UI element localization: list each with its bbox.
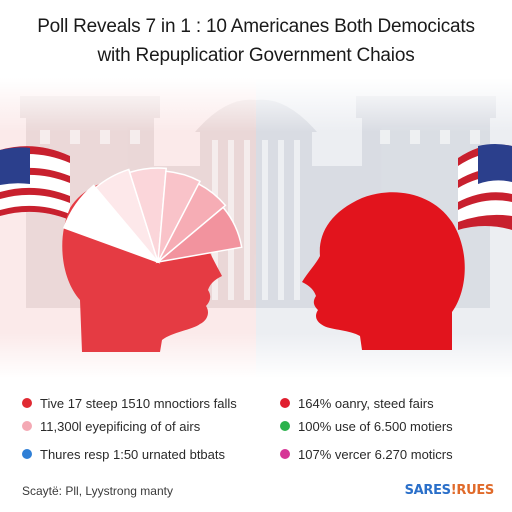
legend-item-1: Tive 17 steep 1510 mnoctiors falls: [22, 395, 237, 411]
legend-label-6: 107% vercer 6.270 moticrs: [298, 446, 453, 462]
legend-item-6: 107% vercer 6.270 moticrs: [280, 446, 453, 462]
pie-slice-6: [155, 206, 243, 264]
legend-item-4: 164% oanry, steed fairs: [280, 395, 434, 411]
legend-label-1: Tive 17 steep 1510 mnoctiors falls: [40, 395, 237, 411]
legend-dot-3: [22, 449, 32, 459]
pie-slice-5: [157, 182, 227, 263]
pie-slice-3: [128, 167, 168, 263]
legend-dot-2: [22, 421, 32, 431]
legend-item-5: 100% use of 6.500 motiers: [280, 418, 453, 434]
brand-logo: SARES!RUES: [404, 483, 495, 498]
pie-slice-4: [157, 170, 202, 263]
legend-dot-1: [22, 398, 32, 408]
legend-label-4: 164% oanry, steed fairs: [298, 395, 434, 411]
title-line-1: Poll Reveals 7 in 1 : 10 Americanes Both…: [37, 16, 475, 37]
legend-label-2: 11,300l eyepificing of of airs: [40, 418, 201, 434]
legend-item-3: Thures resp 1:50 urnated btbats: [22, 446, 225, 462]
legend-label-5: 100% use of 6.500 motiers: [298, 418, 453, 434]
right-head-silhouette: [302, 192, 465, 350]
pie-slice-2: [94, 168, 159, 263]
legend-item-2: 11,300l eyepificing of of airs: [22, 418, 200, 434]
legend-dot-6: [280, 449, 290, 459]
legend-label-3: Thures resp 1:50 urnated btbats: [40, 446, 226, 462]
pie-chart: [63, 167, 243, 264]
legend-dot-5: [280, 421, 290, 431]
brand-part-1: SARES: [404, 483, 451, 498]
source-note: Scaytë: Pll, Lyystrong manty: [22, 484, 173, 498]
pie-slice-1: [63, 184, 161, 264]
legend-dot-4: [280, 398, 290, 408]
title-line-2: with Repuplicatior Government Chaios: [97, 45, 415, 66]
brand-part-2: !RUES: [450, 483, 495, 498]
